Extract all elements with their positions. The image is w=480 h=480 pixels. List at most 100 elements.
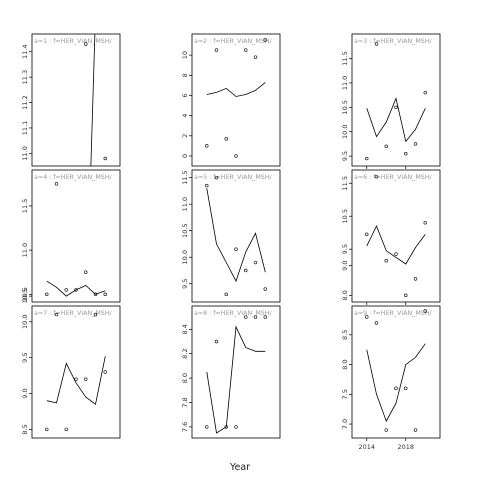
- data-point: [84, 377, 88, 381]
- y-tick-label: 4: [181, 114, 189, 118]
- y-tick-label: 6: [181, 93, 189, 97]
- data-point: [84, 270, 88, 274]
- panel-4: a=2 : f=HER_VIAN_MSH/0 2 4 6 8 10: [181, 33, 281, 167]
- y-tick-label: 11.5: [341, 51, 349, 65]
- data-point: [413, 428, 418, 432]
- data-point: [244, 315, 248, 319]
- series-line: [366, 225, 426, 265]
- panel-8: a=6 : f=HER_VIAN_MSH/8.09.09.510.511.520…: [341, 169, 441, 315]
- panel-strip-label: a=1 : f=HER_VIAN_MSH/: [34, 38, 112, 45]
- data-point: [45, 292, 49, 297]
- y-tick-label: 7.8: [181, 397, 189, 407]
- y-tick-label: 7.6: [181, 422, 189, 432]
- y-tick-label: 9.0: [341, 261, 349, 271]
- panel-strip-label: a=4 : f=HER_VIAN_MSH/: [34, 174, 112, 181]
- panel-1: a=1 : f=HER_VIAN_MSH/11.0 11.1 11.2 11.3 11.…: [21, 33, 121, 167]
- panel-6: a=8 : f=HER_VIAN_MSH/7.6 7.8 8.0 8.2 8.4: [181, 305, 281, 439]
- y-tick-label: 10.5: [341, 209, 349, 223]
- y-tick-label: 7.0: [341, 419, 349, 429]
- y-tick-label: 9.5: [181, 279, 189, 289]
- data-point: [423, 90, 427, 95]
- data-point: [374, 321, 379, 325]
- y-tick-label: 11.0: [21, 243, 29, 257]
- panel-strip-label: a=2 : f=HER_VIAN_MSH/: [194, 38, 272, 45]
- y-tick-label: 0: [181, 154, 189, 158]
- y-tick-label: 10.5: [21, 289, 29, 303]
- data-point: [234, 154, 238, 158]
- y-tick-label: 11.4: [21, 44, 29, 58]
- y-tick-label: 11.2: [21, 95, 29, 109]
- data-point: [224, 292, 228, 297]
- facet-panels: a=1 : f=HER_VIAN_MSH/11.0 11.1 11.2 11.3 11.…: [21, 33, 441, 451]
- data-point: [74, 377, 78, 381]
- data-point: [394, 386, 398, 391]
- y-tick-label: 8.5: [21, 424, 29, 434]
- panel-strip-label: a=6 : f=HER_VIAN_MSH/: [354, 174, 432, 181]
- y-tick-label: 11.0: [341, 76, 349, 90]
- data-point: [205, 425, 209, 429]
- data-point: [64, 288, 68, 292]
- data-point: [244, 268, 248, 273]
- data-point: [224, 425, 228, 429]
- y-tick-label: 9.5: [341, 244, 349, 254]
- data-point: [93, 312, 98, 317]
- y-tick-label: 8.4: [181, 324, 189, 334]
- y-tick-label: 9.5: [341, 151, 349, 161]
- y-tick-label: 11.0: [21, 146, 29, 160]
- panel-frame: [351, 169, 441, 303]
- data-point: [64, 427, 68, 432]
- data-point: [365, 232, 369, 237]
- data-point: [374, 174, 379, 179]
- x-tick-label: 2018: [397, 443, 414, 451]
- y-tick-label: 10: [181, 51, 189, 59]
- data-point: [374, 42, 379, 46]
- data-point: [74, 288, 78, 292]
- data-point: [365, 315, 369, 319]
- y-tick-label: 10.0: [181, 250, 189, 264]
- data-point: [45, 427, 49, 432]
- data-point: [253, 260, 258, 265]
- data-point: [93, 292, 98, 297]
- data-point: [404, 293, 408, 298]
- data-point: [103, 292, 107, 297]
- panel-strip-label: a=8 : f=HER_VIAN_MSH/: [194, 310, 272, 317]
- data-point: [263, 38, 267, 42]
- panel-frame: [191, 169, 281, 303]
- series-line: [206, 82, 266, 97]
- y-tick-label: 8: [181, 73, 189, 77]
- panel-frame: [351, 305, 441, 439]
- y-tick-label: 2: [181, 134, 189, 138]
- data-point: [103, 156, 107, 161]
- data-point: [404, 386, 408, 391]
- data-point: [214, 339, 219, 344]
- panel-9: a=9 : f=HER_VIAN_MSH/7.0 7.5 8.0 8.5 2014 201…: [341, 305, 441, 451]
- data-point: [413, 277, 418, 281]
- y-tick-label: 7.5: [341, 389, 349, 399]
- series-line: [90, 34, 96, 166]
- y-tick-label: 11.3: [21, 70, 29, 84]
- data-point: [205, 144, 209, 148]
- panel-2: a=4 : f=HER_VIAN_MSH/10.510.511.011.5: [21, 169, 121, 303]
- panel-frame: [31, 33, 121, 167]
- data-point: [253, 315, 258, 319]
- data-point: [394, 105, 398, 110]
- data-point: [423, 309, 427, 313]
- panel-7: a=3 : f=HER_VIAN_MSH/9.5 10.0 10.5 11.0 11.5…: [341, 33, 441, 179]
- data-point: [263, 315, 267, 319]
- data-point: [205, 183, 209, 188]
- y-tick-label: 11.0: [181, 197, 189, 211]
- data-point: [84, 42, 88, 46]
- series-line: [366, 97, 426, 143]
- data-point: [224, 137, 228, 141]
- series-line: [46, 280, 106, 297]
- data-point: [54, 182, 59, 186]
- y-tick-label: 10.0: [341, 124, 349, 138]
- y-tick-label: 8.0: [181, 373, 189, 383]
- panel-3: a=7 : f=HER_VIAN_MSH/8.5 9.0 9.5 10.0: [21, 305, 121, 439]
- series-line: [366, 343, 426, 423]
- y-tick-label: 8.0: [341, 359, 349, 369]
- panel-strip-label: a=3 : f=HER_VIAN_MSH/: [354, 38, 432, 45]
- data-point: [263, 287, 267, 291]
- data-point: [413, 142, 418, 146]
